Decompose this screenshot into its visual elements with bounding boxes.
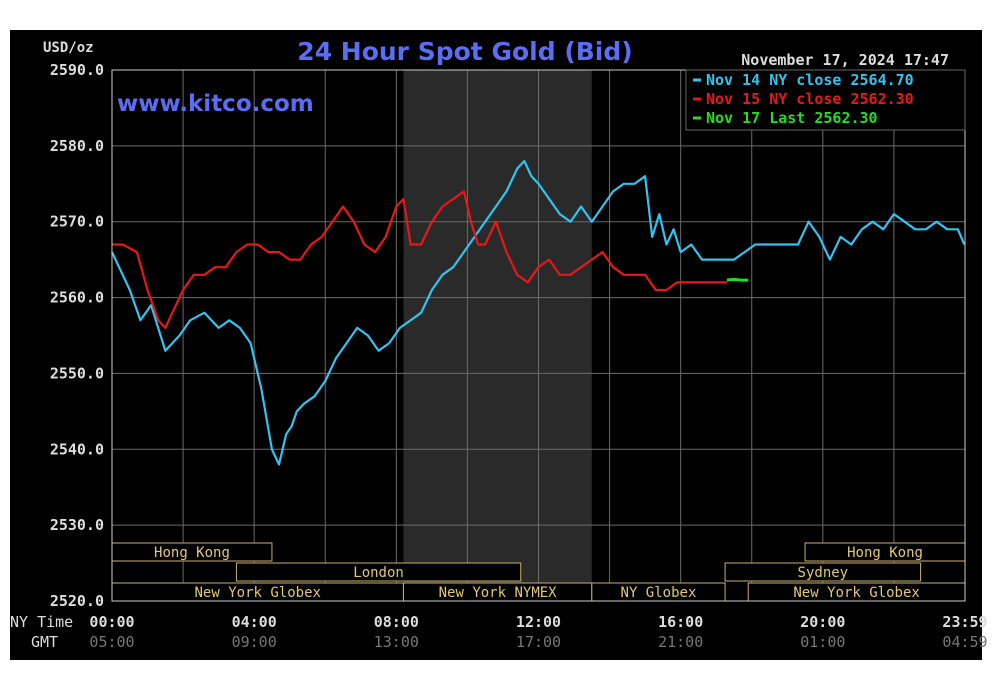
x-tick-label-gmt: 21:00 — [658, 633, 703, 651]
x-tick-label-gmt: 13:00 — [374, 633, 419, 651]
price-series — [111, 159, 966, 466]
watermark-url: www.kitco.com — [117, 91, 314, 117]
legend-entry: Nov 14 NY close 2564.70 — [706, 71, 914, 89]
y-axis-unit-label: USD/oz — [43, 40, 94, 56]
ny-time-row-label: NY Time — [10, 613, 73, 631]
series-line — [726, 277, 749, 282]
plot-frame — [111, 69, 966, 602]
session-box — [235, 562, 522, 582]
legend-entry: Nov 17 Last 2562.30 — [706, 109, 878, 127]
timestamp: November 17, 2024 17:47 — [741, 51, 949, 69]
session-label: New York Globex — [793, 585, 919, 601]
y-tick-label: 2560.0 — [50, 289, 104, 307]
x-tick-label-ny: 20:00 — [800, 613, 845, 631]
x-tick-label-gmt: 09:00 — [232, 633, 277, 651]
session-label: New York Globex — [195, 585, 321, 601]
y-tick-label: 2530.0 — [50, 516, 104, 534]
chart-title: 24 Hour Spot Gold (Bid) — [297, 37, 632, 66]
y-tick-label: 2550.0 — [50, 364, 104, 382]
x-tick-label-ny: 04:00 — [232, 613, 277, 631]
session-label: Hong Kong — [847, 545, 923, 561]
legend-box — [685, 69, 966, 131]
y-tick-label: 2520.0 — [50, 592, 104, 610]
x-tick-label-gmt: 05:00 — [89, 633, 134, 651]
x-tick-label-ny: 12:00 — [516, 613, 561, 631]
session-label: New York NYMEX — [439, 585, 558, 601]
y-tick-label: 2590.0 — [50, 61, 104, 79]
nymex-session-band — [403, 70, 592, 601]
legend-entry: Nov 15 NY close 2562.30 — [706, 90, 914, 108]
series-line — [111, 159, 966, 466]
y-tick-label: 2540.0 — [50, 440, 104, 458]
gmt-row-label: GMT — [31, 633, 58, 651]
session-box — [724, 562, 922, 582]
session-label: Sydney — [798, 565, 849, 581]
x-tick-label-gmt: 17:00 — [516, 633, 561, 651]
x-tick-label-ny: 23:59 — [942, 613, 987, 631]
x-tick-label-ny: 16:00 — [658, 613, 703, 631]
session-label: Hong Kong — [154, 545, 230, 561]
x-tick-label-gmt: 01:00 — [800, 633, 845, 651]
session-label: NY Globex — [621, 585, 697, 601]
market-sessions: Hong Kong London New York Globex New York N… — [111, 542, 966, 602]
x-tick-label-ny: 08:00 — [374, 613, 419, 631]
session-label: London — [353, 565, 404, 581]
x-axis: 00:00 04:00 08:00 12:00 16:00 20:00 23:59 05:00… — [89, 613, 987, 651]
series-line — [112, 190, 727, 329]
y-tick-label: 2570.0 — [50, 213, 104, 231]
x-tick-label-gmt: 04:59 — [942, 633, 987, 651]
x-tick-label-ny: 00:00 — [89, 613, 134, 631]
y-axis: 2590.0 2580.0 2570.0 2560.0 2550.0 2540.0 2530… — [50, 61, 104, 610]
y-tick-label: 2580.0 — [50, 137, 104, 155]
